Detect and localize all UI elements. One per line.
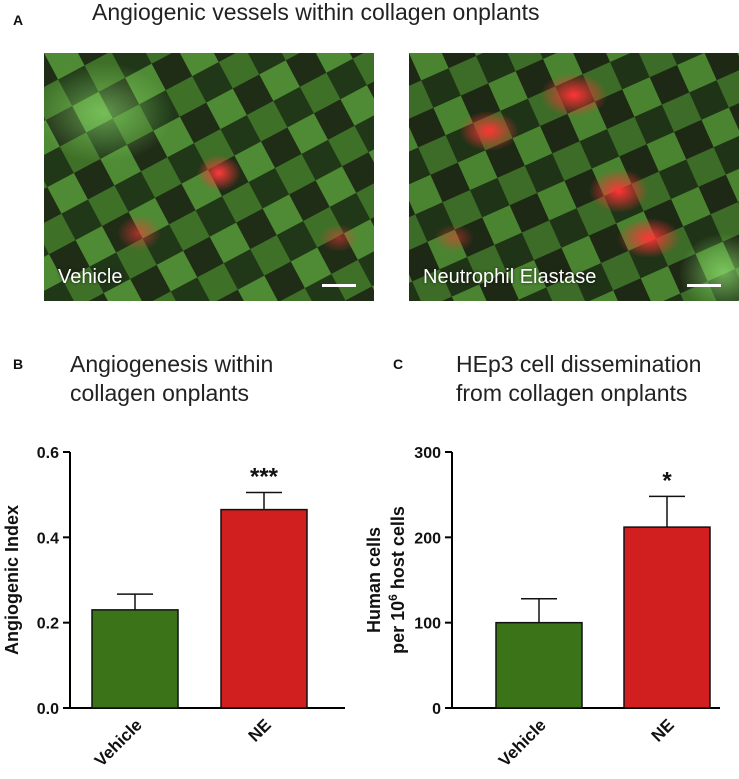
y-tick-label: 200 [414,530,441,547]
significance-marker: * [662,467,672,494]
micrograph-label-ne: Neutrophil Elastase [423,266,597,288]
bar-ne [623,526,711,709]
y-tick-label: 0.2 [37,616,59,633]
dissemination-bar-chart: 0 100 200 300 Vehicle * NE Human cells per 106 h… [364,445,720,770]
x-tick-label: Vehicle [91,715,146,770]
panel-b-title: Angiogenesis within collagen onplants [70,350,273,408]
y-tick-label: 0.4 [37,530,59,547]
y-axis-label-line-2: per 106 host cells [386,506,408,654]
y-tick-label: 0.0 [37,701,59,718]
panel-c-letter: C [393,356,404,372]
micrograph-vehicle-image [44,53,374,301]
y-tick-label: 100 [414,616,441,633]
angiogenesis-bar-chart: 0.0 0.2 0.4 0.6 Vehicle *** NE Angiogenic Index [2,445,345,770]
panel-b-title-line-2: collagen onplants [70,380,250,406]
panel-c-title: HEp3 cell dissemination from collagen on… [456,350,701,408]
significance-marker: *** [250,464,279,491]
y-axis-label-line-1: Human cells [364,527,384,633]
scale-bar [687,284,721,287]
bar-vehicle [91,609,179,709]
panel-c-title-line-1: HEp3 cell dissemination [456,351,702,377]
x-tick-label: NE [245,715,275,745]
panel-b-title-line-1: Angiogenesis within [70,351,274,377]
micrograph-ne-image [409,53,739,301]
x-tick-label: Vehicle [495,715,550,770]
y-tick-label: 300 [414,445,441,462]
panel-a-letter: A [13,12,24,28]
micrograph-ne: Neutrophil Elastase [409,53,739,301]
y-tick-label: 0.6 [37,445,59,462]
scale-bar [322,284,356,287]
y-tick-label: 0 [432,701,441,718]
panel-c-title-line-2: from collagen onplants [456,380,688,406]
micrograph-label-vehicle: Vehicle [58,266,123,288]
panel-a-title: Angiogenic vessels within collagen onpla… [92,0,540,25]
panel-b-letter: B [13,356,24,372]
y-axis-label: Angiogenic Index [2,505,22,655]
bar-vehicle [495,621,583,709]
x-tick-label: NE [648,715,678,745]
micrograph-vehicle: Vehicle [44,53,374,301]
bar-ne [220,508,308,709]
